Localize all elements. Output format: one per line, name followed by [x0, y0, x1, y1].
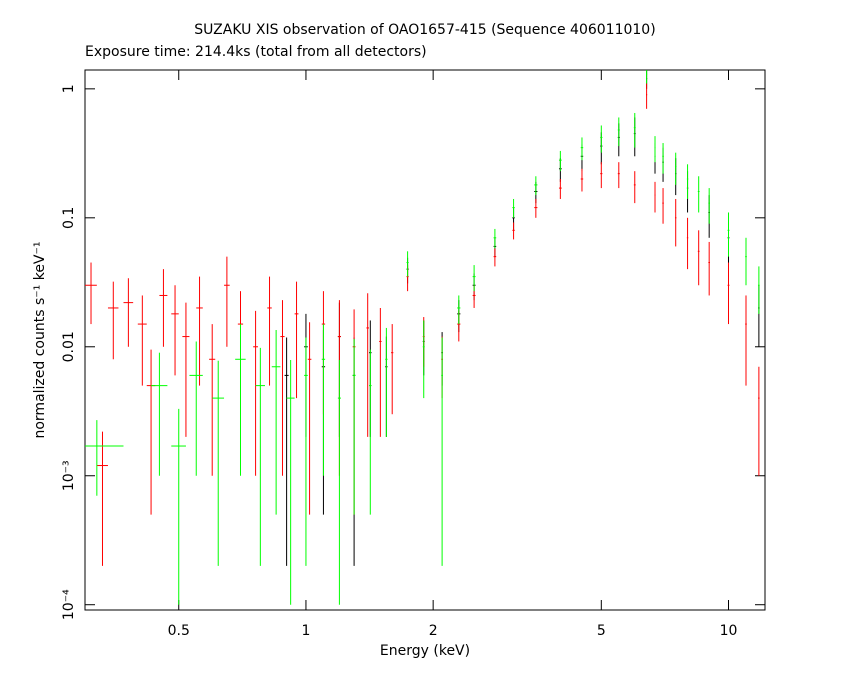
y-tick-label: 0.1	[61, 207, 77, 229]
x-tick-label: 10	[720, 623, 738, 639]
y-axis-label: normalized counts s⁻¹ keV⁻¹	[32, 241, 48, 438]
y-tick-label: 10⁻³	[61, 460, 77, 491]
plot-frame	[84, 69, 766, 611]
chart-title: SUZAKU XIS observation of OAO1657-415 (S…	[194, 22, 655, 38]
y-tick-label: 10⁻⁴	[61, 589, 77, 620]
y-tick-label: 0.01	[61, 331, 77, 362]
x-tick-label: 5	[597, 623, 606, 639]
chart-subtitle: Exposure time: 214.4ks (total from all d…	[85, 44, 427, 60]
x-tick-label: 2	[429, 623, 438, 639]
x-tick-label: 1	[301, 623, 310, 639]
x-tick-label: 0.5	[168, 623, 190, 639]
x-axis-label: Energy (keV)	[380, 643, 470, 659]
y-tick-label: 1	[61, 84, 77, 93]
